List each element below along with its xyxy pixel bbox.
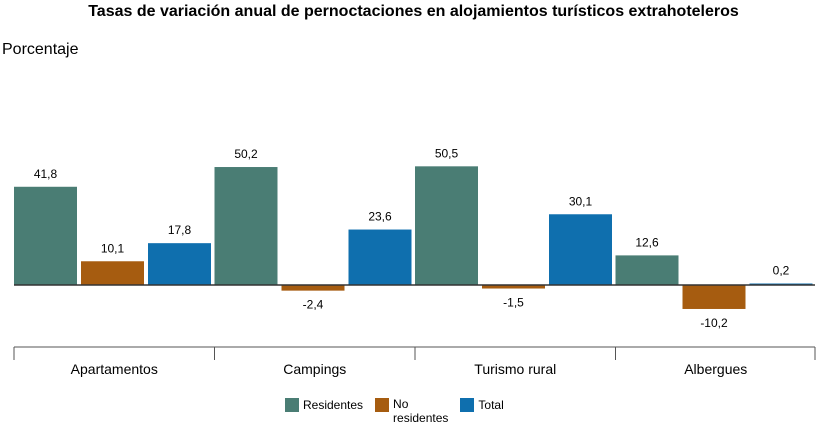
legend-item-residentes: Residentes <box>285 398 363 412</box>
legend-swatch-no-residentes <box>375 398 390 412</box>
x-tick-label: Albergues <box>684 361 747 377</box>
data-label: 12,6 <box>635 235 659 249</box>
legend-label-no-residentes: No residentes <box>393 397 449 425</box>
bar-residentes-turismo-rural <box>415 166 478 285</box>
data-label: -1,5 <box>503 296 524 310</box>
legend-item-no-residentes: No residentes <box>375 385 448 425</box>
data-label: 10,1 <box>101 241 125 255</box>
bar-no-residentes-albergues <box>682 285 746 309</box>
bar-residentes-albergues <box>615 255 679 285</box>
data-label: 50,2 <box>234 147 258 161</box>
legend-label-total: Total <box>478 398 504 412</box>
legend-swatch-total <box>460 398 475 412</box>
bar-chart: 41,8 10,1 17,8 50,2 -2,4 23,6 50,5 -1,5 30,1 12,6… <box>13 146 816 377</box>
x-tick-label: Campings <box>283 361 346 377</box>
bar-total-turismo-rural <box>549 214 612 285</box>
bar-no-residentes-turismo-rural <box>482 285 545 289</box>
chart-title: Tasas de variación anual de pernoctacion… <box>88 3 739 20</box>
bar-total-campings <box>348 229 412 285</box>
bar-residentes-apartamentos <box>14 186 77 285</box>
legend-label-residentes: Residentes <box>303 398 364 412</box>
data-label: 30,1 <box>569 194 593 208</box>
y-axis-label: Porcentaje <box>2 41 79 58</box>
data-label: -2,4 <box>303 298 324 312</box>
x-tick-label: Turismo rural <box>474 361 556 377</box>
data-label: 17,8 <box>168 223 192 237</box>
data-label: -10,2 <box>700 316 728 330</box>
bar-total-apartamentos <box>148 243 211 285</box>
data-label: 0,2 <box>773 264 790 278</box>
legend-item-total: Total <box>460 398 504 412</box>
legend: Residentes No residentes Total <box>285 385 516 425</box>
bar-no-residentes-campings <box>281 285 345 291</box>
data-label: 41,8 <box>34 167 58 181</box>
legend-swatch-residentes <box>285 398 299 412</box>
bar-no-residentes-apartamentos <box>81 261 144 285</box>
data-label: 23,6 <box>368 210 392 224</box>
data-label: 50,5 <box>435 146 459 160</box>
x-tick-label: Apartamentos <box>71 361 158 377</box>
bar-residentes-campings <box>214 167 278 285</box>
